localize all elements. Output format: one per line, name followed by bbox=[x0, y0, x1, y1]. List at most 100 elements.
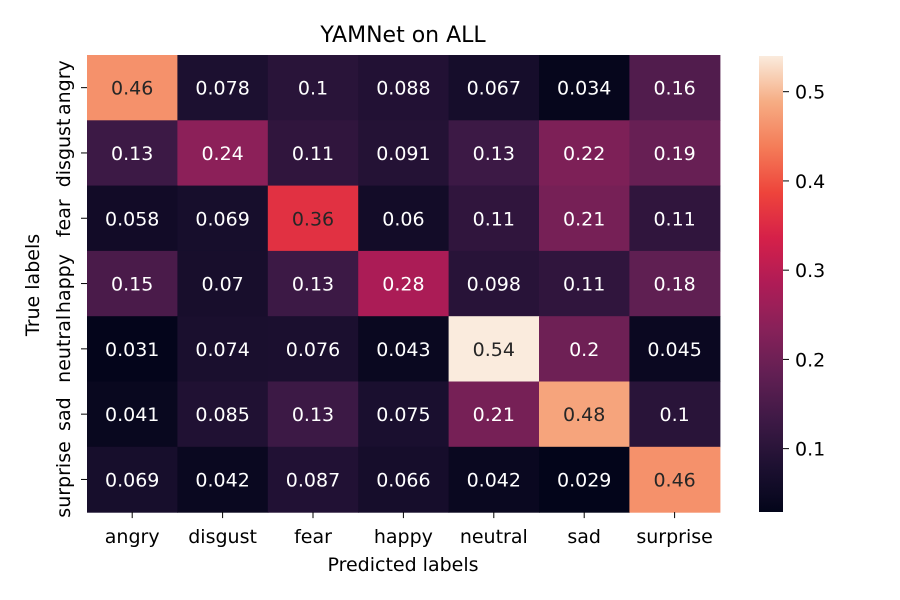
cell-value-label: 0.28 bbox=[382, 274, 424, 296]
cell-value-label: 0.074 bbox=[195, 339, 249, 361]
heatmap-cell bbox=[267, 185, 359, 252]
cell-value-label: 0.36 bbox=[292, 208, 334, 230]
cell-value-label: 0.058 bbox=[105, 208, 159, 230]
x-tick-label: disgust bbox=[188, 526, 257, 548]
heatmap-cell bbox=[539, 381, 630, 448]
heatmap-cells: 0.46 0.078 0.1 0.088 0.067 0.034 0.16 0.13 0.24 0… bbox=[87, 55, 721, 513]
y-axis-label: True labels bbox=[22, 234, 44, 337]
cell-value-label: 0.46 bbox=[111, 78, 153, 100]
y-tick-label: happy bbox=[53, 254, 75, 313]
heatmap-cell bbox=[267, 120, 359, 187]
cell-value-label: 0.045 bbox=[647, 339, 701, 361]
heatmap-cell bbox=[539, 250, 630, 317]
cell-value-label: 0.098 bbox=[467, 274, 521, 296]
x-tick-label: surprise bbox=[636, 526, 713, 548]
cell-value-label: 0.087 bbox=[286, 469, 340, 491]
x-tick-label: fear bbox=[294, 526, 332, 548]
cell-value-label: 0.085 bbox=[195, 404, 249, 426]
heatmap-cell bbox=[629, 250, 721, 317]
cell-value-label: 0.2 bbox=[569, 339, 599, 361]
y-tick-label: angry bbox=[53, 60, 75, 115]
colorbar-tick-label: 0.1 bbox=[795, 439, 825, 461]
heatmap-cell bbox=[358, 446, 450, 513]
colorbar-tick-label: 0.3 bbox=[795, 260, 825, 282]
heatmap-cell bbox=[629, 185, 721, 252]
heatmap-cell bbox=[629, 120, 721, 187]
heatmap-cell bbox=[358, 250, 450, 317]
cell-value-label: 0.029 bbox=[557, 469, 611, 491]
heatmap-cell bbox=[177, 185, 269, 252]
cell-value-label: 0.46 bbox=[653, 469, 695, 491]
heatmap-cell bbox=[267, 381, 359, 448]
chart-title: YAMNet on ALL bbox=[319, 23, 486, 48]
cell-value-label: 0.13 bbox=[292, 404, 334, 426]
heatmap-cell bbox=[629, 55, 721, 121]
colorbar-tick-label: 0.2 bbox=[795, 349, 825, 371]
heatmap-cell bbox=[448, 316, 540, 383]
y-tick-label: neutral bbox=[53, 315, 75, 383]
heatmap-cell bbox=[87, 250, 178, 317]
heatmap-cell bbox=[358, 120, 450, 187]
cell-value-label: 0.11 bbox=[653, 208, 695, 230]
heatmap-cell bbox=[267, 250, 359, 317]
heatmap-cell bbox=[448, 446, 540, 513]
y-tick-label: fear bbox=[53, 199, 75, 237]
cell-value-label: 0.1 bbox=[659, 404, 689, 426]
heatmap-cell bbox=[87, 316, 178, 383]
cell-value-label: 0.18 bbox=[653, 274, 695, 296]
cell-value-label: 0.07 bbox=[201, 274, 243, 296]
cell-value-label: 0.22 bbox=[563, 143, 605, 165]
cell-value-label: 0.034 bbox=[557, 78, 611, 100]
cell-value-label: 0.067 bbox=[467, 78, 521, 100]
cell-value-label: 0.069 bbox=[105, 469, 159, 491]
cell-value-label: 0.11 bbox=[563, 274, 605, 296]
cell-value-label: 0.042 bbox=[467, 469, 521, 491]
y-tick-label: sad bbox=[53, 397, 75, 431]
x-tick-label: angry bbox=[105, 526, 160, 548]
heatmap-cell bbox=[87, 185, 178, 252]
heatmap-cell bbox=[267, 446, 359, 513]
cell-value-label: 0.066 bbox=[376, 469, 430, 491]
heatmap-cell bbox=[177, 316, 269, 383]
heatmap-cell bbox=[267, 316, 359, 383]
x-tick-labels: angry disgust fear happy neutral sad surprise bbox=[105, 512, 713, 548]
heatmap-cell bbox=[87, 120, 178, 187]
cell-value-label: 0.11 bbox=[473, 208, 515, 230]
heatmap-cell bbox=[539, 185, 630, 252]
cell-value-label: 0.13 bbox=[111, 143, 153, 165]
heatmap-cell bbox=[87, 55, 178, 121]
heatmap-cell bbox=[629, 381, 721, 448]
heatmap-cell bbox=[448, 120, 540, 187]
cell-value-label: 0.043 bbox=[376, 339, 430, 361]
heatmap-cell bbox=[629, 446, 721, 513]
cell-value-label: 0.091 bbox=[376, 143, 430, 165]
cell-value-label: 0.54 bbox=[473, 339, 515, 361]
colorbar bbox=[759, 56, 783, 512]
colorbar-tick-label: 0.4 bbox=[795, 171, 825, 193]
heatmap-cell bbox=[358, 55, 450, 121]
heatmap-cell bbox=[177, 55, 269, 121]
heatmap-cell bbox=[177, 250, 269, 317]
cell-value-label: 0.15 bbox=[111, 274, 153, 296]
cell-value-label: 0.078 bbox=[195, 78, 249, 100]
heatmap-cell bbox=[177, 381, 269, 448]
heatmap-cell bbox=[358, 381, 450, 448]
cell-value-label: 0.088 bbox=[376, 78, 430, 100]
cell-value-label: 0.11 bbox=[292, 143, 334, 165]
heatmap-cell bbox=[358, 185, 450, 252]
heatmap-cell bbox=[539, 55, 630, 121]
heatmap-cell bbox=[87, 446, 178, 513]
y-tick-label: disgust bbox=[53, 119, 75, 188]
cell-value-label: 0.041 bbox=[105, 404, 159, 426]
cell-value-label: 0.24 bbox=[201, 143, 243, 165]
x-tick-label: happy bbox=[374, 526, 433, 548]
x-tick-label: neutral bbox=[460, 526, 528, 548]
heatmap-cell bbox=[448, 185, 540, 252]
heatmap-cell bbox=[539, 120, 630, 187]
cell-value-label: 0.13 bbox=[473, 143, 515, 165]
x-axis-label: Predicted labels bbox=[327, 554, 478, 576]
heatmap-cell bbox=[177, 446, 269, 513]
cell-value-label: 0.19 bbox=[653, 143, 695, 165]
